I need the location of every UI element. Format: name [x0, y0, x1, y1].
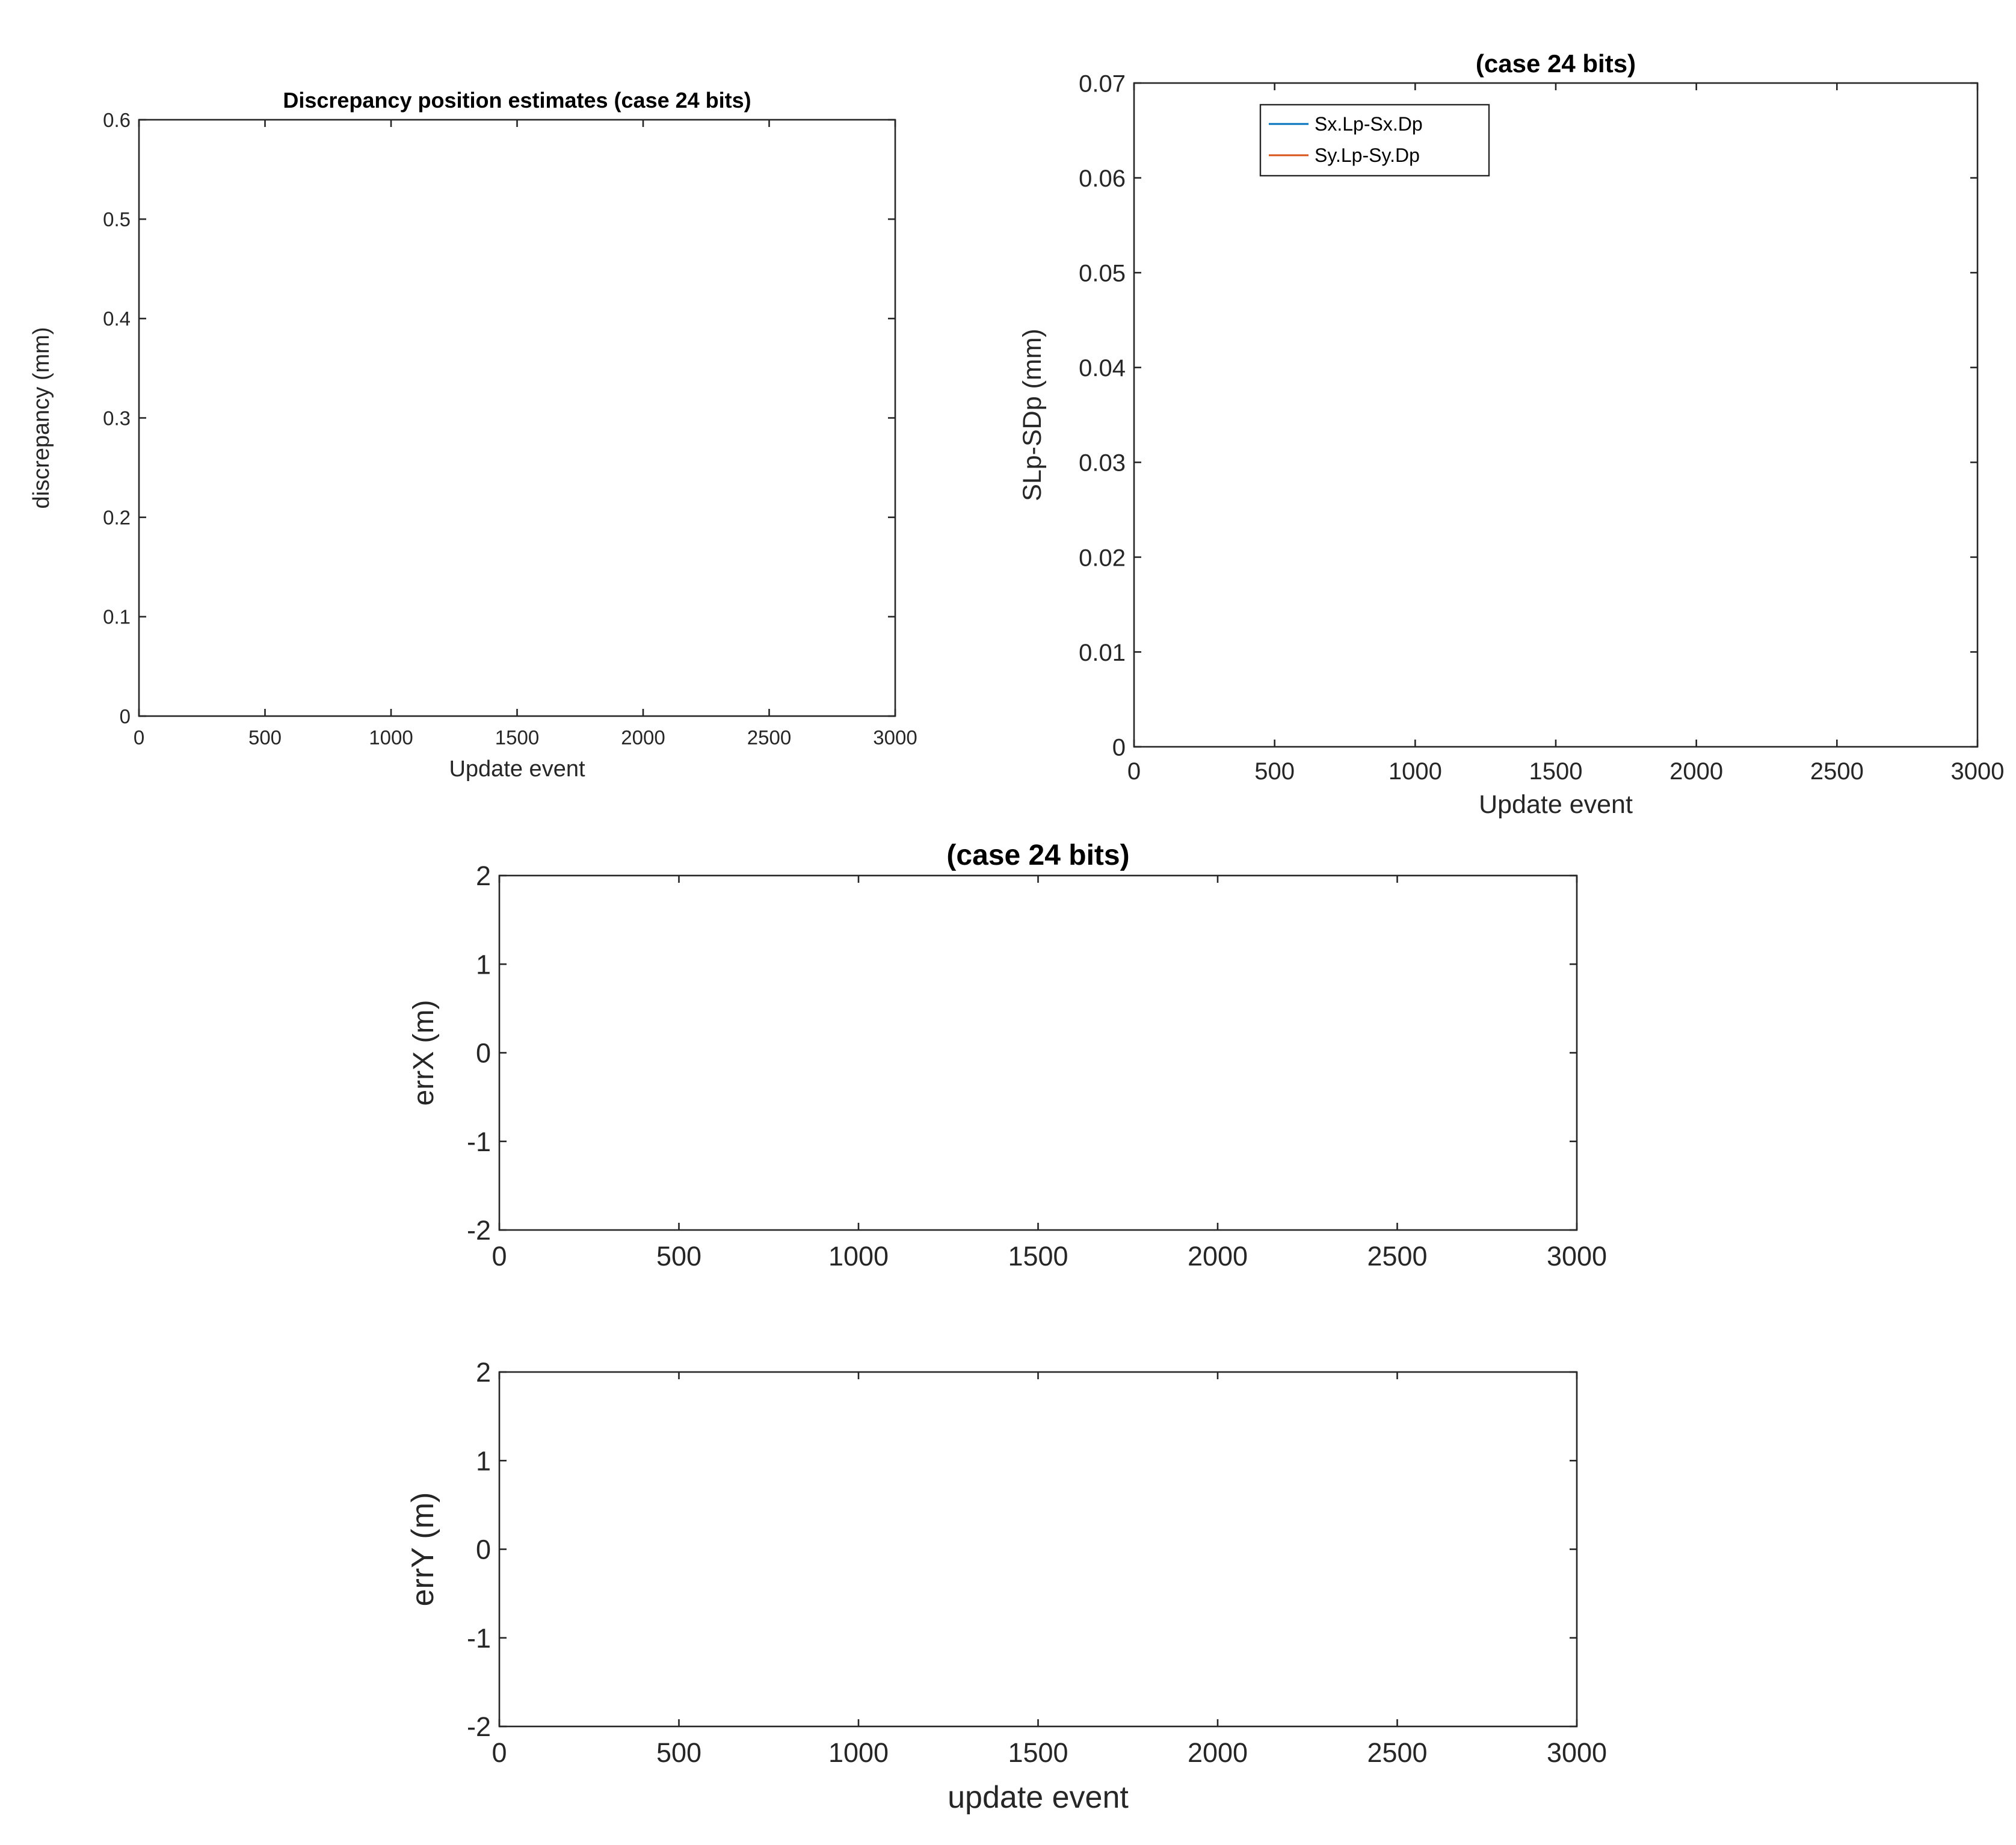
chart-title: (case 24 bits) [946, 839, 1129, 871]
x-tick-label: 2000 [621, 726, 665, 749]
x-tick-label: 1000 [1389, 758, 1442, 785]
x-tick-label: 2500 [1367, 1241, 1427, 1272]
x-tick-label: 500 [248, 726, 282, 749]
x-tick-label: 3000 [1547, 1241, 1607, 1272]
y-tick-label: -1 [467, 1623, 491, 1654]
legend-label: Sy.Lp-Sy.Dp [1315, 144, 1420, 166]
legend-box [1259, 104, 1490, 177]
y-tick-label: 0.06 [1079, 165, 1126, 192]
y-tick-label: 0 [120, 705, 131, 728]
x-tick-label: 2500 [1810, 758, 1864, 785]
x-axis-label: update event [948, 1780, 1129, 1815]
y-tick-label: 0 [476, 1038, 491, 1069]
y-tick-label: -2 [467, 1215, 491, 1246]
chart-title: (case 24 bits) [1476, 49, 1636, 78]
y-axis-label: errY (m) [405, 1492, 440, 1607]
y-tick-label: 0.4 [103, 308, 131, 330]
x-tick-label: 2500 [747, 726, 791, 749]
y-tick-label: 0 [1112, 734, 1126, 761]
x-tick-label: 1500 [1529, 758, 1583, 785]
x-tick-label: 2500 [1367, 1737, 1427, 1768]
x-axis-label: Update event [1479, 790, 1633, 819]
chart-errx: 0 500 1000 1500 2000 2500 3000 -2 -1 0 1 2 (case 24 … [408, 839, 1607, 1272]
y-tick-label: 0.04 [1079, 355, 1126, 382]
x-tick-label: 3000 [1951, 758, 2005, 785]
y-tick-label: 0.6 [103, 109, 131, 131]
y-tick-label: 0 [476, 1534, 491, 1565]
x-axis-label: Update event [449, 756, 585, 782]
x-tick-label: 1000 [369, 726, 413, 749]
y-tick-label: 1 [476, 949, 491, 980]
y-tick-label: -2 [467, 1711, 491, 1742]
legend: Sx.Lp-Sx.Dp Sy.Lp-Sy.Dp [1259, 104, 1490, 177]
x-tick-label: 1500 [495, 726, 539, 749]
axes-frame [138, 119, 896, 717]
y-tick-label: 0.2 [103, 507, 131, 529]
x-tick-label: 2000 [1669, 758, 1723, 785]
x-tick-label: 500 [656, 1241, 701, 1272]
axes-layer: 0 500 1000 1500 2000 2500 300000.10.20.30.40.5… [29, 49, 2004, 1815]
x-tick-label: 2000 [1188, 1737, 1248, 1768]
x-tick-label: 1000 [828, 1241, 889, 1272]
y-tick-label: 0.1 [103, 606, 131, 628]
chart-discrepancy: 0 500 1000 1500 2000 2500 3000 0 0.1 0.2 0.3 0.4 0.5… [29, 88, 917, 782]
y-tick-label: 1 [476, 1445, 491, 1476]
y-axis-label: SLp-SDp (mm) [1018, 329, 1047, 501]
x-tick-label: 1500 [1008, 1241, 1068, 1272]
y-tick-label: 0.01 [1079, 640, 1126, 666]
y-tick-label: 0.07 [1079, 70, 1126, 97]
x-tick-label: 2000 [1188, 1241, 1248, 1272]
y-tick-label: 0.02 [1079, 545, 1126, 571]
y-tick-label: 0.03 [1079, 450, 1126, 477]
x-tick-label: 1000 [828, 1737, 889, 1768]
legend-label: Sx.Lp-Sx.Dp [1315, 113, 1423, 135]
axes-frame [498, 874, 1578, 1231]
x-tick-label: 0 [134, 726, 144, 749]
y-tick-label: 0.3 [103, 407, 131, 429]
y-tick-label: 0.05 [1079, 261, 1126, 287]
y-tick-label: 0.5 [103, 208, 131, 230]
x-tick-label: 0 [492, 1737, 507, 1768]
chart-erry: 0 500 1000 1500 2000 2500 3000 -2 -1 0 1 2 update ev… [405, 1357, 1607, 1815]
y-tick-label: -1 [467, 1126, 491, 1157]
chart-slp-sdp: 0 500 1000 1500 2000 2500 3000 0 0.01 0.02 0.03 0.0… [1018, 49, 2004, 819]
x-tick-label: 500 [656, 1737, 701, 1768]
y-axis-label: discrepancy (mm) [29, 327, 54, 509]
axes-frame [498, 1371, 1578, 1728]
x-tick-label: 1500 [1008, 1737, 1068, 1768]
axes-frame [1133, 82, 1979, 748]
x-tick-label: 0 [1127, 758, 1141, 785]
x-tick-label: 500 [1254, 758, 1295, 785]
y-tick-label: 2 [476, 861, 491, 891]
x-tick-label: 3000 [873, 726, 917, 749]
y-axis-label: errX (m) [408, 1000, 440, 1106]
y-tick-label: 2 [476, 1357, 491, 1388]
x-tick-label: 0 [492, 1241, 507, 1272]
x-tick-label: 3000 [1547, 1737, 1607, 1768]
chart-title: Discrepancy position estimates (case 24 … [283, 88, 751, 113]
